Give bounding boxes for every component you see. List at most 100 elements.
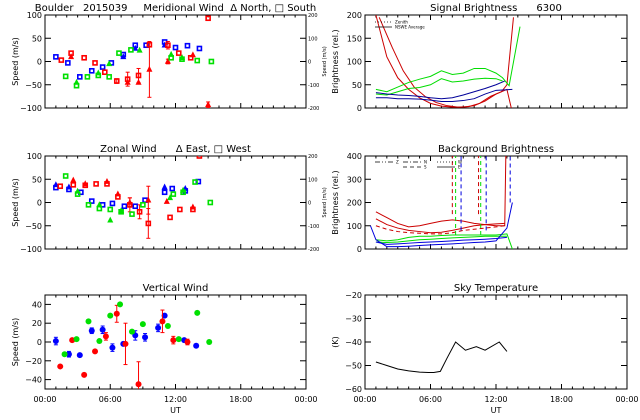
y-axis-label-right: Speed (m/s)	[322, 46, 328, 76]
y-axis-label: (K)	[331, 336, 340, 348]
y-tick-label: −50	[25, 81, 42, 90]
series-line-red-2	[378, 17, 514, 108]
data-point-triangle	[65, 183, 72, 190]
plot-area	[375, 15, 521, 108]
y-tick-label: 0	[357, 104, 362, 113]
data-point-triangle	[120, 53, 127, 60]
x-tick-label: 18:00	[550, 395, 573, 404]
y-tick-label: −40	[25, 376, 42, 385]
data-point-triangle	[70, 176, 77, 183]
chart-title: Background Brightness	[438, 144, 554, 155]
data-point	[161, 312, 168, 319]
data-point	[81, 371, 88, 378]
y-tick-label-right: -200	[308, 106, 319, 112]
data-point-square	[81, 54, 87, 61]
data-point	[170, 337, 177, 344]
plot-frame	[44, 14, 307, 109]
data-point	[61, 351, 68, 358]
data-point	[193, 342, 200, 349]
series-line-blue-2	[375, 236, 507, 245]
chart-background: Background Brightness 0 100 200 300 400 Bright…	[331, 144, 628, 254]
data-point-square	[70, 182, 77, 188]
data-point-square	[196, 45, 203, 52]
y-tick-label: 100	[347, 58, 362, 67]
legend-label: Z	[396, 160, 399, 165]
data-point-triangle	[146, 65, 153, 72]
y-axis-label: Brightness (rel.)	[331, 29, 340, 93]
data-point	[57, 363, 64, 370]
data-point-square	[96, 205, 103, 212]
data-point-triangle	[126, 198, 133, 205]
data-point-square	[140, 202, 146, 208]
data-point-square	[84, 74, 91, 80]
y-tick-label: −100	[20, 245, 42, 254]
data-point-square	[194, 57, 201, 64]
plot-area	[53, 15, 215, 108]
y-tick-label: 100	[347, 222, 362, 231]
legend-label: NSWE Average	[395, 25, 425, 30]
x-axis-label: UT	[170, 406, 181, 415]
data-point-square	[93, 181, 99, 187]
x-tick-label: 12:00	[164, 395, 187, 404]
data-point-square	[207, 199, 214, 206]
y-tick-label: 50	[32, 34, 42, 43]
data-point	[159, 318, 166, 325]
x-tick-label: 06:00	[419, 395, 442, 404]
data-point	[122, 340, 129, 347]
data-point-square	[208, 58, 215, 65]
data-point-square	[62, 73, 69, 80]
data-point-triangle	[163, 197, 170, 204]
data-point-triangle	[136, 46, 143, 53]
data-point-triangle	[145, 196, 152, 203]
data-point-square	[135, 72, 142, 79]
data-point-triangle	[96, 201, 103, 208]
x-tick-label: 00:00	[615, 395, 638, 404]
series-line-red-2	[375, 218, 505, 234]
data-point-square	[99, 64, 106, 70]
y-tick-label: 0	[37, 58, 42, 67]
data-point-triangle	[107, 216, 114, 223]
y-axis-label: Speed (m/s)	[11, 37, 20, 86]
data-point	[88, 327, 95, 334]
chart-vertical: Vertical Wind 00:00 06:00 12:00 18:00 00:00 UT…	[11, 283, 318, 415]
data-point-square	[184, 42, 191, 49]
y-tick-label: 0	[37, 338, 42, 347]
data-point-square	[205, 15, 211, 22]
data-point-triangle	[161, 183, 168, 190]
data-point-triangle	[205, 101, 212, 108]
data-point-square	[136, 209, 143, 215]
legend-label: Zenith	[395, 20, 408, 25]
data-point-square	[113, 78, 120, 84]
data-point-triangle	[164, 57, 171, 64]
y-tick-label-right: 200	[308, 154, 318, 160]
data-point-square	[192, 179, 198, 185]
y-tick-label: 200	[347, 199, 362, 208]
y-tick-label: −50	[345, 362, 362, 371]
data-point-square	[77, 74, 83, 80]
x-tick-label: 00:00	[33, 395, 56, 404]
data-point-triangle	[68, 53, 75, 60]
data-point	[99, 326, 106, 333]
data-point	[142, 334, 149, 341]
y-tick-label: 0	[37, 199, 42, 208]
data-point-triangle	[179, 54, 186, 61]
y-tick-label-right: 200	[308, 13, 318, 19]
y-tick-label-right: -200	[308, 247, 319, 253]
y-tick-label: 150	[347, 34, 362, 43]
data-point-triangle	[106, 60, 113, 67]
y-tick-label: 50	[352, 81, 362, 90]
series-line-blue-1	[375, 80, 505, 100]
series-line-sky-temp	[375, 341, 508, 374]
data-point-square	[92, 60, 98, 66]
data-point-square	[170, 191, 177, 197]
y-tick-label: 100	[27, 152, 42, 161]
y-tick-label: −30	[345, 315, 362, 324]
data-point-triangle	[82, 180, 89, 187]
data-point-triangle	[189, 51, 196, 58]
data-point	[117, 301, 124, 308]
chart-signal: Signal Brightness 6300 0 50 100 150 200 Bright…	[331, 3, 628, 113]
data-point-triangle	[73, 78, 80, 85]
y-tick-label: 0	[357, 245, 362, 254]
data-point-square	[65, 60, 71, 66]
data-point-square	[53, 54, 59, 60]
